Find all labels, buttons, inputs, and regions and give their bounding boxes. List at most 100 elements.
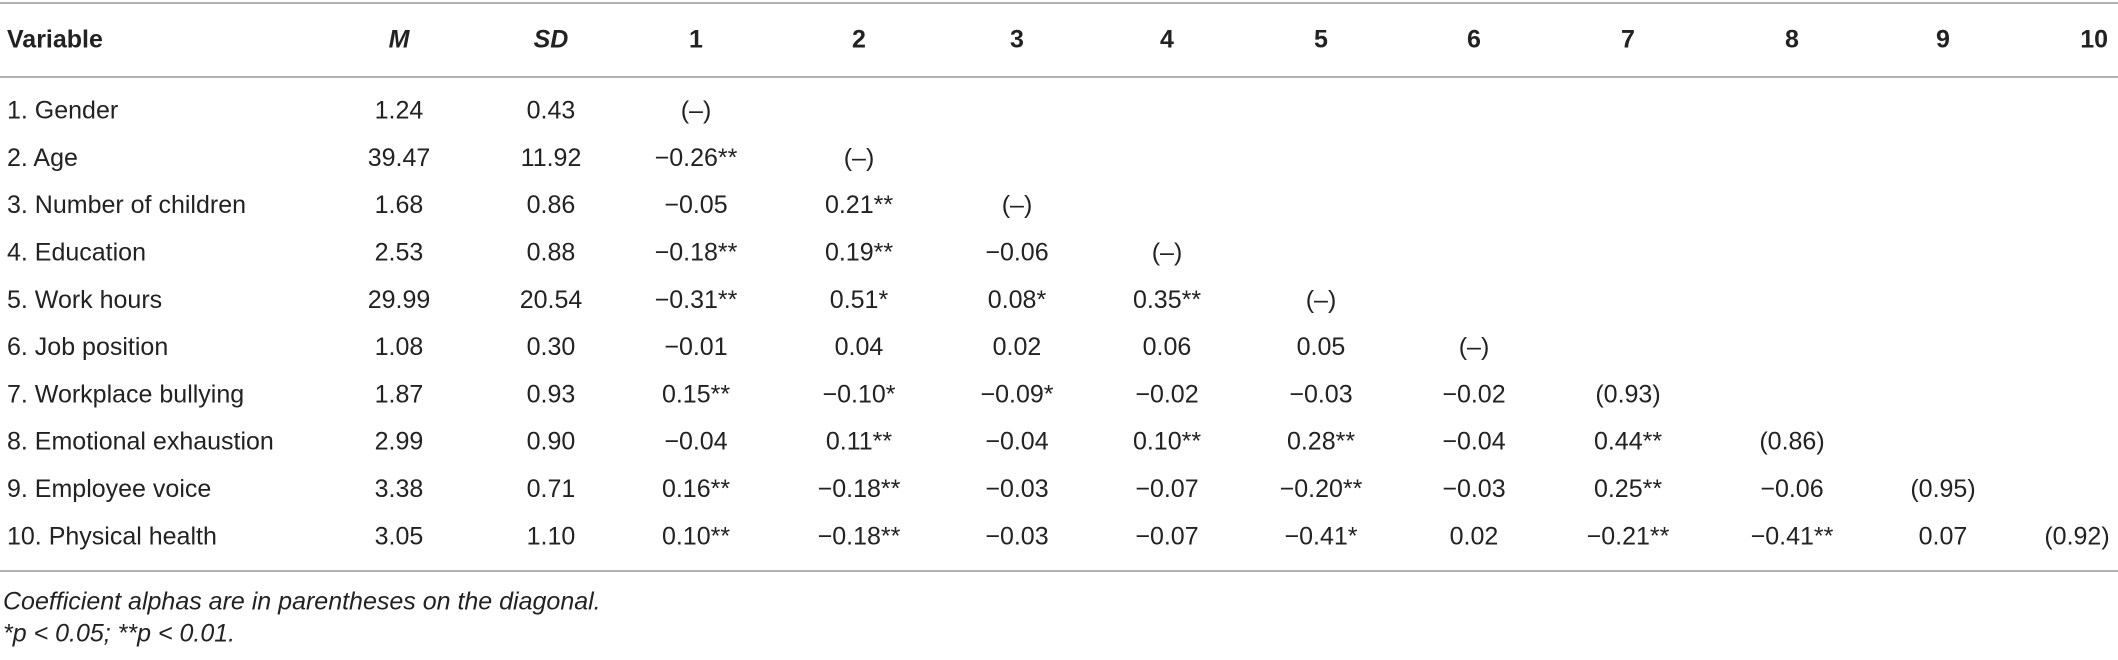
cell: (–)	[1152, 239, 1183, 267]
cell: 0.08*	[988, 286, 1047, 314]
cell: 1.08	[375, 333, 424, 361]
cell: −0.41*	[1285, 522, 1358, 550]
cell: 2.99	[375, 428, 424, 456]
header-cell: 3	[1010, 26, 1024, 54]
cell: −0.06	[985, 239, 1048, 267]
cell: 3.38	[375, 475, 424, 503]
cell: −0.41**	[1751, 522, 1834, 550]
header-cell: 2	[852, 26, 866, 54]
cell: 0.11**	[826, 428, 893, 456]
cell: −0.07	[1135, 475, 1198, 503]
cell: (–)	[681, 97, 712, 125]
cell: 0.43	[527, 97, 576, 125]
cell: (0.92)	[2044, 522, 2109, 550]
cell: 11.92	[521, 144, 582, 172]
cell: −0.04	[664, 428, 727, 456]
cell: −0.05	[664, 191, 727, 219]
cell: 39.47	[368, 144, 431, 172]
cell: −0.01	[664, 333, 727, 361]
cell: −0.26**	[655, 144, 738, 172]
cell: 3.05	[375, 522, 424, 550]
cell: 1.10	[527, 522, 576, 550]
cell: 1.68	[375, 191, 424, 219]
cell: 0.21**	[825, 191, 893, 219]
row-label: 6. Job position	[7, 333, 168, 361]
note: *p < 0.05; **p < 0.01.	[3, 620, 235, 648]
row-label: 5. Work hours	[7, 286, 162, 314]
cell: −0.02	[1442, 380, 1505, 408]
cell: (–)	[1002, 191, 1033, 219]
cell: 0.71	[527, 475, 576, 503]
row-label: 9. Employee voice	[7, 475, 211, 503]
cell: −0.03	[985, 475, 1048, 503]
cell: 0.19**	[825, 239, 893, 267]
cell: (0.95)	[1910, 475, 1975, 503]
header-cell: 5	[1314, 26, 1328, 54]
row-label: 10. Physical health	[7, 522, 217, 550]
cell: 0.06	[1143, 333, 1192, 361]
cell: 0.44**	[1594, 428, 1662, 456]
cell: −0.20**	[1280, 475, 1363, 503]
cell: 0.90	[527, 428, 576, 456]
cell: 1.87	[375, 380, 424, 408]
header-cell: 1	[689, 26, 703, 54]
cell: −0.04	[1442, 428, 1505, 456]
cell: 0.93	[527, 380, 576, 408]
cell: −0.06	[1760, 475, 1823, 503]
cell: 0.16**	[662, 475, 730, 503]
cell: 0.05	[1297, 333, 1346, 361]
header-cell: 6	[1467, 26, 1481, 54]
cell: 0.15**	[662, 380, 730, 408]
header-cell: Variable	[7, 26, 103, 54]
cell: −0.18**	[655, 239, 738, 267]
cell: −0.09*	[981, 380, 1054, 408]
cell: −0.03	[985, 522, 1048, 550]
cell: 0.10**	[662, 522, 730, 550]
cell: −0.04	[985, 428, 1048, 456]
header-cell: M	[389, 26, 411, 54]
row-label: 1. Gender	[7, 97, 118, 125]
cell: −0.21**	[1587, 522, 1670, 550]
cell: 0.28**	[1287, 428, 1355, 456]
cell: −0.18**	[818, 475, 901, 503]
cell: (0.86)	[1759, 428, 1824, 456]
cell: −0.03	[1289, 380, 1352, 408]
row-label: 4. Education	[7, 239, 146, 267]
header-cell: 9	[1936, 26, 1950, 54]
cell: −0.03	[1442, 475, 1505, 503]
cell: 0.35**	[1133, 286, 1201, 314]
note: Coefficient alphas are in parentheses on…	[3, 588, 601, 616]
cell: 0.25**	[1594, 475, 1662, 503]
cell: 0.02	[1450, 522, 1499, 550]
cell: −0.31**	[655, 286, 738, 314]
cell: 0.10**	[1133, 428, 1201, 456]
cell: −0.10*	[823, 380, 896, 408]
header-cell: SD	[534, 26, 569, 54]
cell: 0.51*	[830, 286, 889, 314]
cell: 0.88	[527, 239, 576, 267]
cell: (–)	[1459, 333, 1490, 361]
row-label: 7. Workplace bullying	[7, 380, 244, 408]
cell: (–)	[1306, 286, 1337, 314]
header-cell: 4	[1160, 26, 1174, 54]
header-cell: 7	[1621, 26, 1635, 54]
cell: 20.54	[520, 286, 583, 314]
cell: 0.86	[527, 191, 576, 219]
row-label: 2. Age	[7, 144, 78, 172]
cell: 0.07	[1919, 522, 1968, 550]
row-label: 3. Number of children	[7, 191, 246, 219]
cell: (0.93)	[1595, 380, 1660, 408]
cell: (–)	[844, 144, 875, 172]
cell: −0.18**	[818, 522, 901, 550]
header-cell: 10	[2080, 26, 2108, 54]
cell: 0.04	[835, 333, 884, 361]
cell: 2.53	[375, 239, 424, 267]
cell: 29.99	[368, 286, 431, 314]
cell: 1.24	[375, 97, 424, 125]
row-label: 8. Emotional exhaustion	[7, 428, 274, 456]
cell: −0.02	[1135, 380, 1198, 408]
header-cell: 8	[1785, 26, 1799, 54]
cell: 0.30	[527, 333, 576, 361]
cell: −0.07	[1135, 522, 1198, 550]
